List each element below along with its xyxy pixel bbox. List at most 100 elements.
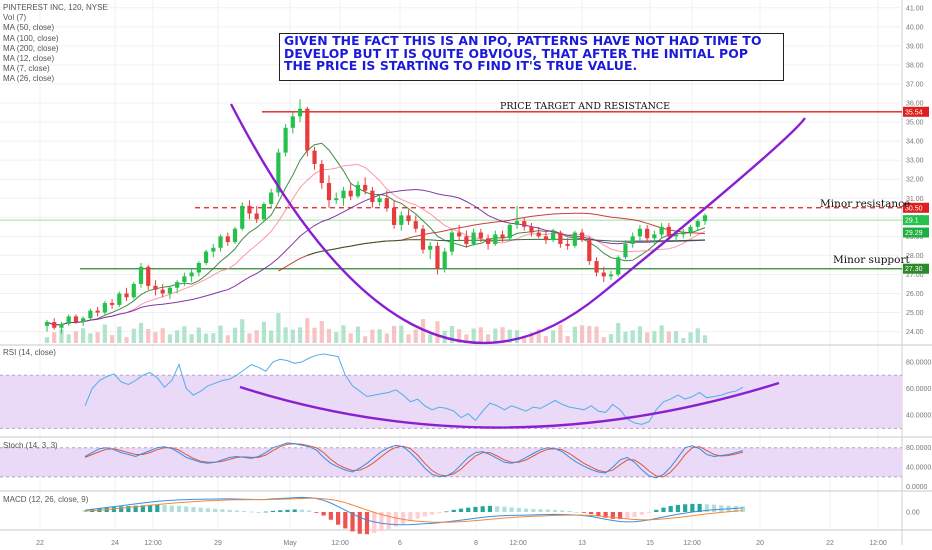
volume-bar <box>160 328 165 343</box>
candle-body <box>81 318 86 323</box>
candle-body <box>695 221 700 227</box>
volume-bar <box>146 329 151 343</box>
volume-bar <box>247 333 252 343</box>
candle-body <box>536 232 541 237</box>
candle-body <box>363 184 368 191</box>
candle-body <box>558 232 563 244</box>
candle-body <box>269 192 274 204</box>
volume-bar <box>529 332 534 343</box>
time-axis-label: 22 <box>36 540 44 547</box>
rsi-tick-label: 40.0000 <box>906 413 931 420</box>
candle-body <box>500 234 505 239</box>
stoch-tick-label: 40.0000 <box>906 465 931 472</box>
time-axis-label: 22 <box>826 540 834 547</box>
price-tag-current: 29.1 <box>905 218 919 225</box>
legend-ma200[interactable]: MA (200, close) <box>3 43 59 53</box>
candle-body <box>645 228 650 239</box>
volume-bar <box>283 327 288 343</box>
price-target-label: PRICE TARGET AND RESISTANCE <box>500 101 671 112</box>
symbol-title[interactable]: PINTEREST INC, 120, NYSE <box>3 3 108 12</box>
macd-histogram-bar <box>567 511 572 512</box>
volume-bar <box>543 336 549 343</box>
candle-body <box>326 183 332 201</box>
volume-bar <box>630 330 635 343</box>
macd-histogram-bar <box>610 512 615 519</box>
volume-bar <box>659 325 664 343</box>
macd-histogram-bar <box>393 512 399 527</box>
macd-histogram-bar <box>111 507 117 512</box>
candle-body <box>88 310 93 319</box>
candle-body <box>95 310 100 313</box>
legend-ma26[interactable]: MA (26, close) <box>3 74 55 84</box>
legend-vol[interactable]: Vol (7) <box>3 13 27 23</box>
legend-ma50[interactable]: MA (50, close) <box>3 23 55 33</box>
volume-bar <box>579 325 585 343</box>
candle-body <box>384 198 389 208</box>
volume-bar <box>211 333 216 343</box>
macd-histogram-bar <box>625 512 630 519</box>
volume-bar <box>702 335 708 343</box>
candle-body <box>73 316 79 323</box>
macd-histogram-bar <box>184 506 189 512</box>
macd-histogram-bar <box>552 509 558 512</box>
volume-bar <box>413 329 418 343</box>
candle-body <box>659 226 664 235</box>
candle-body <box>203 251 209 264</box>
candle-body <box>478 232 483 239</box>
candle-body <box>312 150 317 164</box>
price-tick-label: 34.00 <box>906 139 924 146</box>
macd-histogram-bar <box>364 512 370 535</box>
macd-histogram-bar <box>162 505 167 512</box>
volume-bar <box>269 330 274 343</box>
macd-histogram-bar <box>408 512 413 522</box>
price-tick-label: 24.00 <box>906 329 924 336</box>
volume-bar <box>88 333 93 343</box>
volume-bar <box>666 331 671 343</box>
candle-body <box>413 221 418 229</box>
macd-histogram-bar <box>581 512 587 513</box>
volume-bar <box>558 324 563 343</box>
price-tag-resistance: 30.50 <box>905 205 923 212</box>
macd-histogram-bar <box>133 505 138 512</box>
macd-histogram-bar <box>451 509 456 512</box>
macd-histogram-bar <box>386 512 391 530</box>
macd-histogram-bar <box>458 508 464 512</box>
macd-histogram-bar <box>335 512 341 525</box>
volume-bar <box>645 332 650 343</box>
macd-histogram-bar <box>401 512 406 524</box>
stoch-pane-label[interactable]: Stoch (14, 3, 3) <box>3 441 58 450</box>
legend-ma100[interactable]: MA (100, close) <box>3 33 59 43</box>
volume-bar <box>261 321 267 343</box>
candle-body <box>637 228 643 237</box>
macd-histogram-bar <box>234 510 239 512</box>
rsi-pane-label[interactable]: RSI (14, close) <box>3 348 56 357</box>
macd-line <box>84 496 744 526</box>
rsi-band <box>0 375 902 429</box>
candle-body <box>261 203 267 220</box>
stoch_d-line <box>84 443 744 478</box>
candle-body <box>175 282 180 288</box>
macd-pane-label[interactable]: MACD (12, 26, close, 9) <box>3 495 89 504</box>
volume-bar <box>305 318 310 343</box>
rsi-tick-label: 80.0000 <box>906 359 931 366</box>
macd-histogram-bar <box>147 504 153 512</box>
legend-ma12[interactable]: MA (12, close) <box>3 54 55 64</box>
volume-bar <box>355 326 361 343</box>
price-tag-target-bg <box>903 106 929 117</box>
candle-body <box>471 232 476 244</box>
legend-ma7[interactable]: MA (7, close) <box>3 64 50 74</box>
signal-line <box>84 497 744 523</box>
macd-histogram-bar <box>480 506 485 512</box>
volume-bar <box>117 326 122 343</box>
macd-histogram-bar <box>285 509 290 512</box>
time-axis-label: 6 <box>398 540 402 547</box>
macd-histogram-bar <box>711 504 717 512</box>
volume-bar <box>153 332 158 343</box>
candle-body <box>449 232 455 252</box>
price-tag-resistance-bg <box>903 202 929 213</box>
volume-bar <box>391 325 397 343</box>
macd-histogram-bar <box>704 504 709 512</box>
candle-body <box>117 293 122 305</box>
candle-body <box>341 190 346 199</box>
